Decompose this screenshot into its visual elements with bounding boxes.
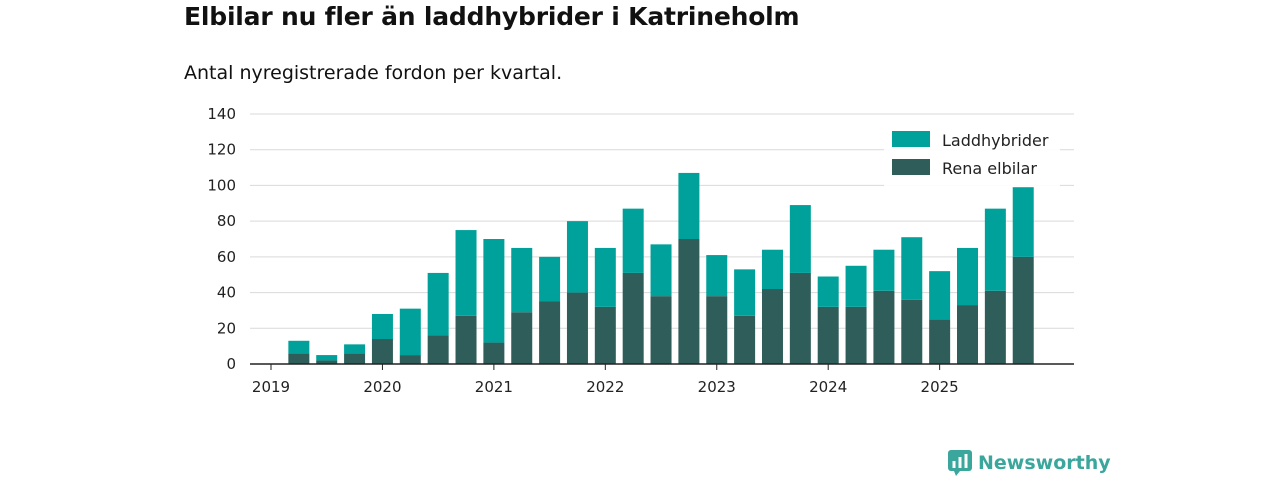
bars [288,172,1034,364]
bar-laddhybrider [566,221,588,293]
bar-laddhybrider [984,208,1006,291]
bar-laddhybrider [1012,187,1034,257]
x-tick-label: 2019 [252,378,290,396]
bar-laddhybrider [483,239,505,343]
bar-laddhybrider [371,314,393,339]
bar-laddhybrider [399,308,421,356]
bar-rena-elbilar [371,339,393,364]
bar-rena-elbilar [566,292,588,364]
x-tick-label: 2022 [586,378,624,396]
bar-laddhybrider [789,205,811,273]
bar-laddhybrider [957,247,978,306]
bar-laddhybrider [344,344,366,354]
legend-label-laddhybrider: Laddhybrider [942,131,1049,150]
bar-laddhybrider [901,237,923,300]
bar-laddhybrider [594,247,616,307]
bar-laddhybrider [622,208,644,273]
bar-rena-elbilar [622,272,644,364]
y-tick-label: 80 [217,212,236,230]
y-axis-ticks: 0 20 40 60 80 100 120 140 [207,105,236,373]
bar-rena-elbilar [539,301,561,364]
bar-laddhybrider [706,255,728,297]
newsworthy-logo-icon [948,450,972,476]
bar-rena-elbilar [789,272,811,364]
x-axis-ticks: 2019 2020 2021 2022 2023 2024 2025 [252,364,959,396]
bar-laddhybrider [316,355,338,361]
legend-swatch-laddhybrider [892,131,930,147]
bar-rena-elbilar [344,353,366,364]
x-tick-label: 2020 [363,378,401,396]
bar-rena-elbilar [817,306,839,364]
bar-laddhybrider [873,249,895,291]
bar-rena-elbilar [984,290,1006,364]
bar-rena-elbilar [734,315,756,364]
bar-laddhybrider [650,244,672,297]
bar-rena-elbilar [678,239,700,364]
y-tick-label: 140 [207,105,236,123]
newsworthy-brand: Newsworthy [948,450,1111,476]
x-tick-label: 2025 [921,378,959,396]
bar-rena-elbilar [706,296,728,364]
legend-swatch-rena-elbilar [892,159,930,175]
bar-laddhybrider [455,230,477,316]
x-tick-label: 2021 [475,378,513,396]
bar-laddhybrider [929,271,951,320]
bar-rena-elbilar [427,335,449,364]
y-tick-label: 100 [207,176,236,194]
y-tick-label: 0 [226,355,236,373]
chart-subtitle: Antal nyregistrerade fordon per kvartal. [184,62,563,84]
bar-rena-elbilar [1012,256,1034,364]
bar-rena-elbilar [316,360,338,364]
bar-laddhybrider [427,272,449,336]
bar-rena-elbilar [483,342,505,364]
bar-rena-elbilar [873,290,895,364]
x-tick-label: 2024 [809,378,847,396]
y-tick-label: 20 [217,319,236,337]
bar-rena-elbilar [511,312,533,364]
bar-rena-elbilar [901,299,923,364]
bar-laddhybrider [539,256,561,302]
legend-label-rena-elbilar: Rena elbilar [942,159,1037,178]
bar-rena-elbilar [399,355,421,364]
bar-rena-elbilar [594,306,616,364]
newsworthy-wordmark: Newsworthy [978,452,1111,474]
bar-rena-elbilar [929,319,951,364]
legend: Laddhybrider Rena elbilar [884,124,1060,186]
bar-laddhybrider [288,340,310,354]
y-tick-label: 40 [217,284,236,302]
x-tick-label: 2023 [698,378,736,396]
bar-rena-elbilar [650,296,672,364]
bar-laddhybrider [817,276,839,307]
bar-laddhybrider [734,269,756,316]
y-tick-label: 60 [217,248,236,266]
bar-rena-elbilar [455,315,477,364]
chart-title: Elbilar nu fler än laddhybrider i Katrin… [184,2,800,31]
bar-rena-elbilar [957,305,978,364]
bar-rena-elbilar [845,306,867,364]
bar-rena-elbilar [288,353,310,364]
bar-laddhybrider [761,249,783,289]
bar-laddhybrider [511,247,533,313]
bar-laddhybrider [678,172,700,239]
bar-laddhybrider [845,265,867,307]
bar-rena-elbilar [761,289,783,364]
y-tick-label: 120 [207,141,236,159]
